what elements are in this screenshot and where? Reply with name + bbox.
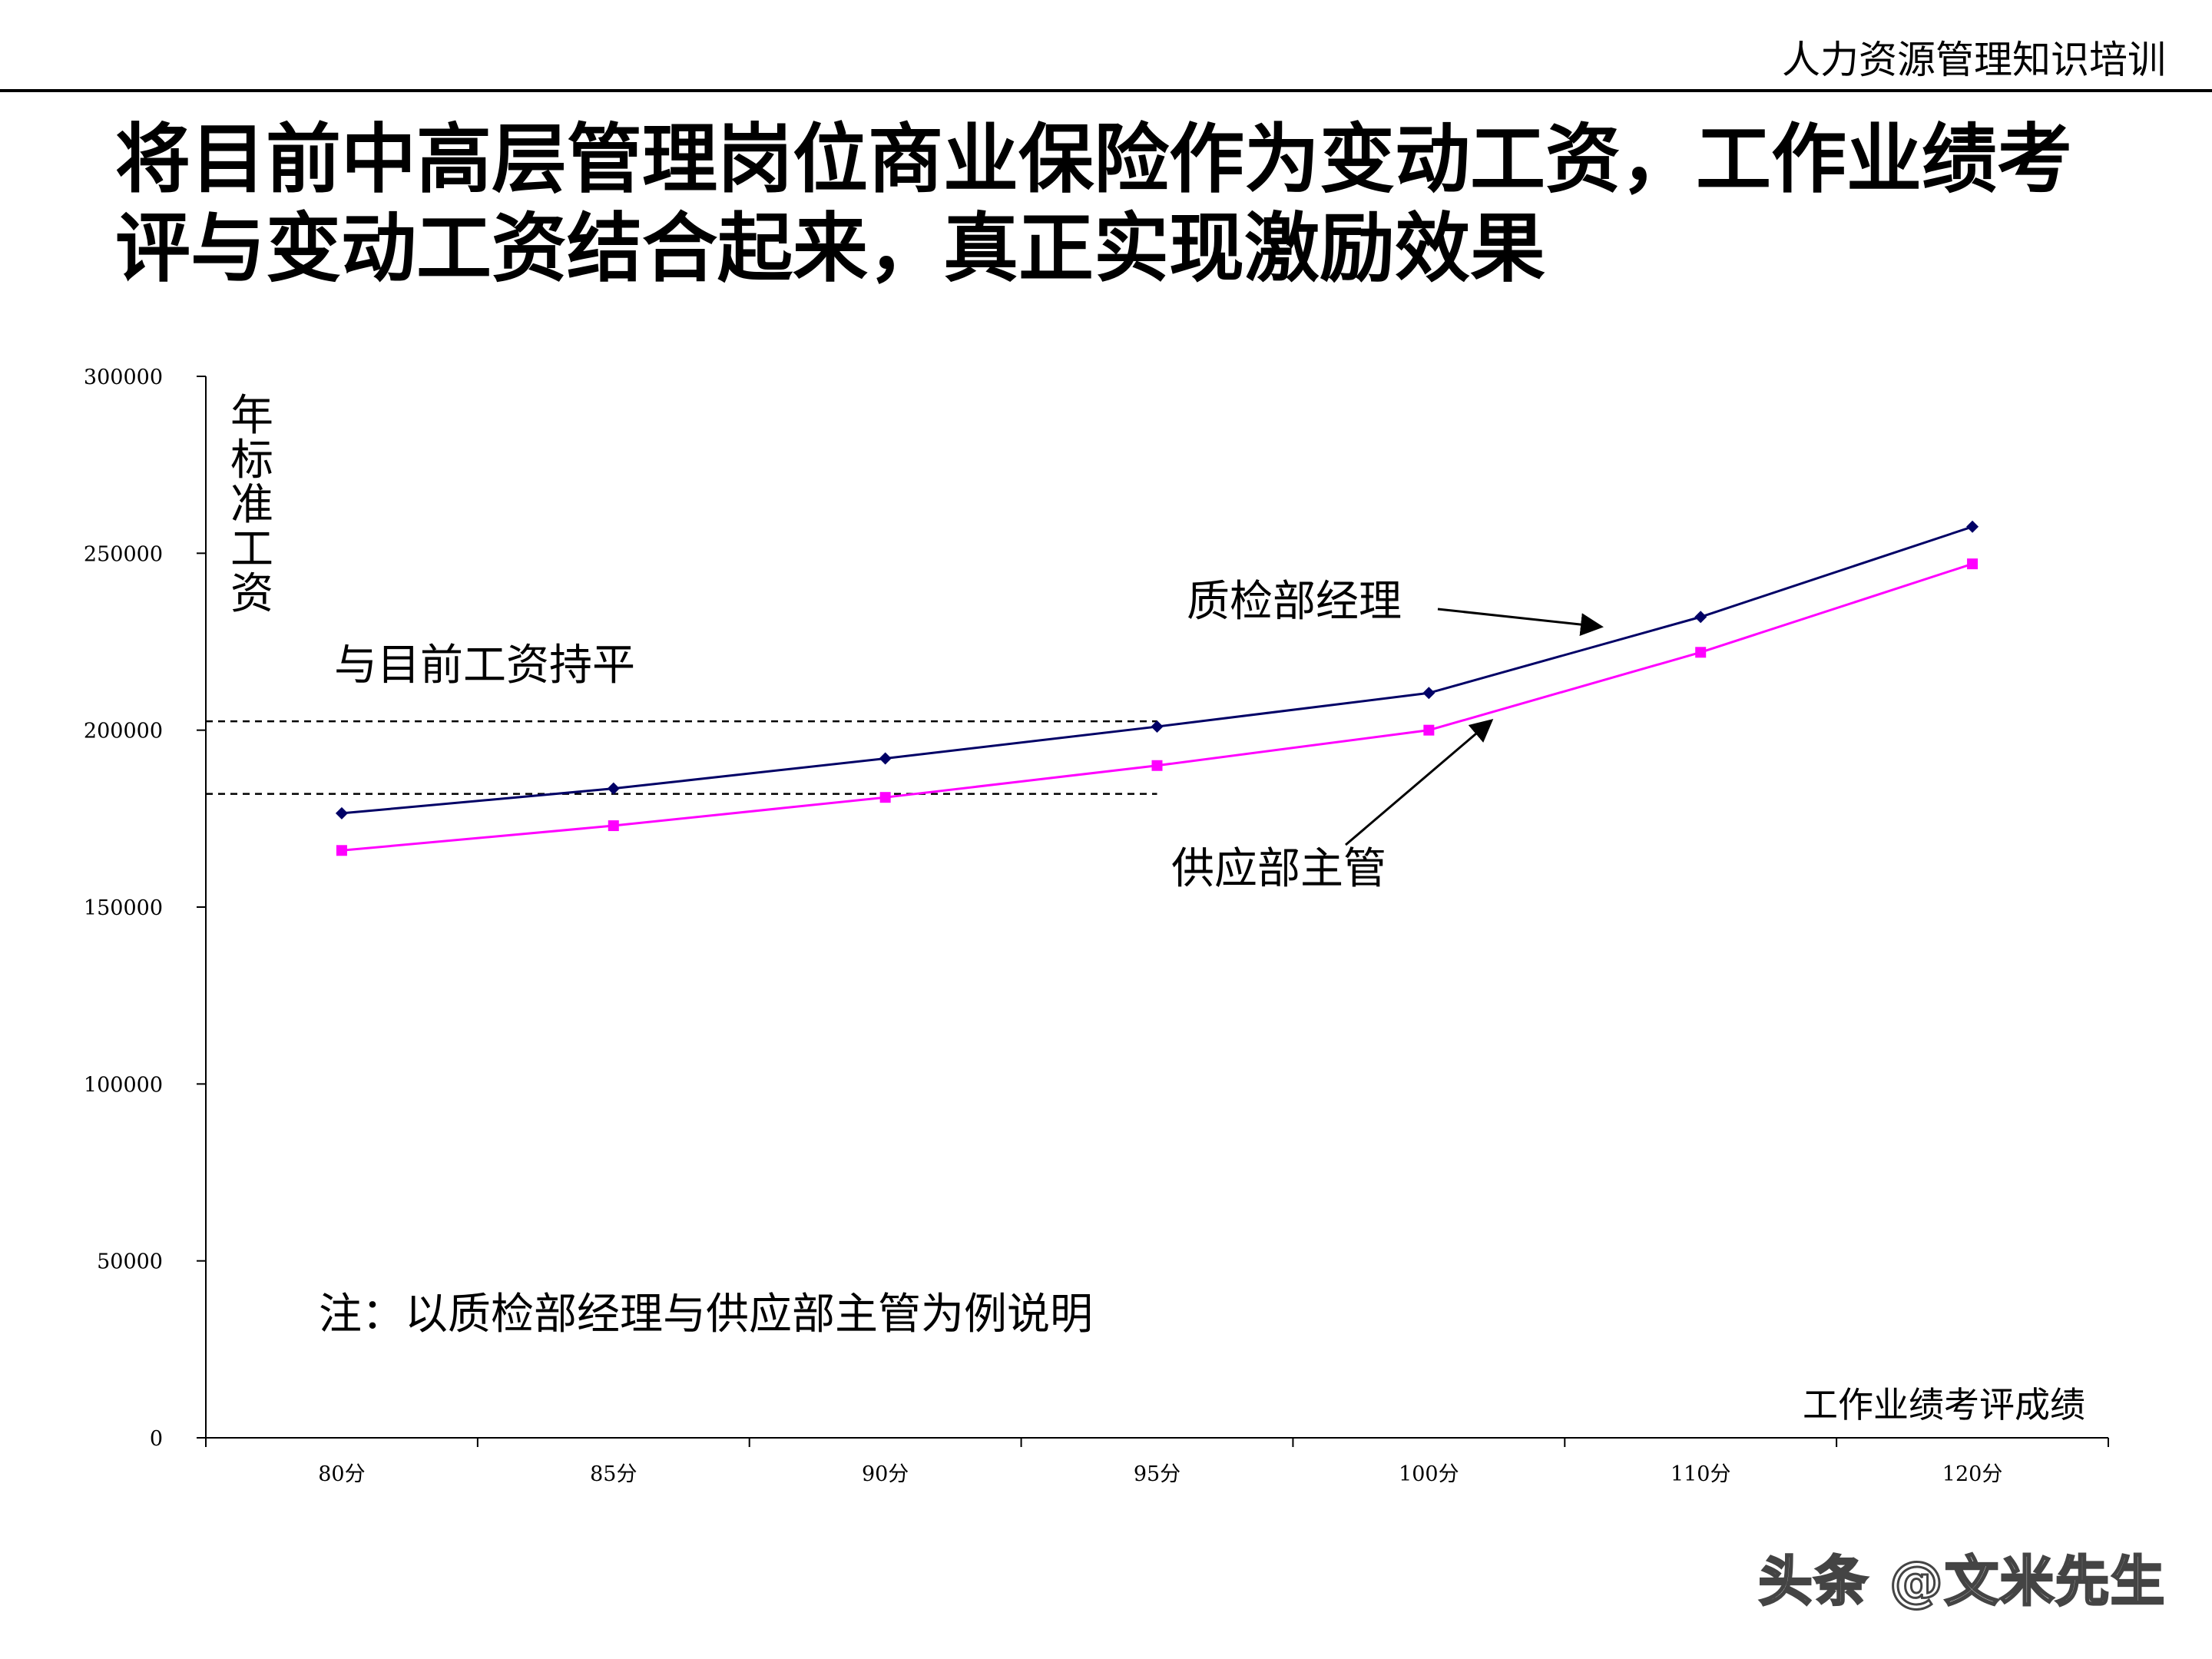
annotation-note: 注：以质检部经理与供应部主管为例说明 [319, 1290, 1093, 1339]
arrow-qc [1437, 608, 1604, 637]
x-tick-label: 100分 [1399, 1462, 1459, 1486]
x-tick-label: 120分 [1942, 1462, 2003, 1486]
series-1 [335, 520, 1979, 820]
header-title: 人力资源管理知识培训 [1782, 38, 2166, 82]
series-layer [335, 520, 1979, 856]
page-title-line-1: 将目前中高层管理岗位商业保险作为变动工资，工作业绩考 [115, 116, 2073, 204]
data-point [607, 782, 620, 795]
y-axis-label-char: 工 [230, 525, 273, 575]
y-tick-label: 0 [150, 1427, 163, 1451]
y-axis-label-char: 标 [230, 435, 273, 485]
y-axis-label-char: 资 [230, 569, 273, 619]
x-tick-label: 95分 [1134, 1462, 1181, 1486]
data-point [1423, 724, 1435, 736]
annotation-supply-label: 供应部主管 [1171, 844, 1386, 894]
data-point [608, 820, 619, 832]
data-point [1966, 520, 1979, 533]
y-tick-label: 300000 [84, 366, 163, 389]
y-axis-label-char: 年 [230, 391, 273, 441]
data-point [1695, 647, 1707, 658]
header-divider [0, 89, 2212, 92]
x-tick-label: 85分 [590, 1462, 637, 1486]
y-tick-label: 150000 [84, 896, 163, 920]
data-point [879, 752, 892, 765]
annotation-flat-label: 与目前工资持平 [334, 641, 635, 690]
annotation-qc-label: 质检部经理 [1187, 577, 1402, 627]
y-tick-label: 200000 [84, 720, 163, 743]
x-tick-label: 90分 [862, 1462, 909, 1486]
data-point [336, 845, 347, 856]
data-point [1422, 687, 1435, 700]
axes: 0 50000 100000 150000 200000 250000 300000 80分 8… [84, 366, 2109, 1486]
y-tick-label: 50000 [97, 1250, 163, 1274]
x-tick-label: 80分 [318, 1462, 365, 1486]
x-axis-label: 工作业绩考评成绩 [1803, 1384, 2085, 1426]
y-axis-label-char: 准 [230, 480, 273, 530]
x-tick-label: 110分 [1671, 1462, 1731, 1486]
y-tick-label: 100000 [84, 1073, 163, 1097]
y-axis-label: 年标准工资 [230, 391, 273, 619]
arrow-supply [1345, 719, 1494, 846]
y-tick-label: 250000 [84, 542, 163, 566]
data-point [1151, 760, 1163, 771]
data-point [1694, 611, 1707, 624]
watermark: 头条 @文米先生 [1757, 1549, 2166, 1614]
data-point [1967, 558, 1979, 570]
data-point [879, 792, 891, 803]
page-title-line-2: 评与变动工资结合起来，真正实现激励效果 [115, 205, 1546, 293]
data-point [335, 806, 348, 820]
series-2 [336, 558, 1979, 856]
data-point [1151, 720, 1164, 733]
reference-lines [206, 720, 1157, 795]
page-title: 将目前中高层管理岗位商业保险作为变动工资，工作业绩考 评与变动工资结合起来，真正… [115, 115, 2143, 293]
